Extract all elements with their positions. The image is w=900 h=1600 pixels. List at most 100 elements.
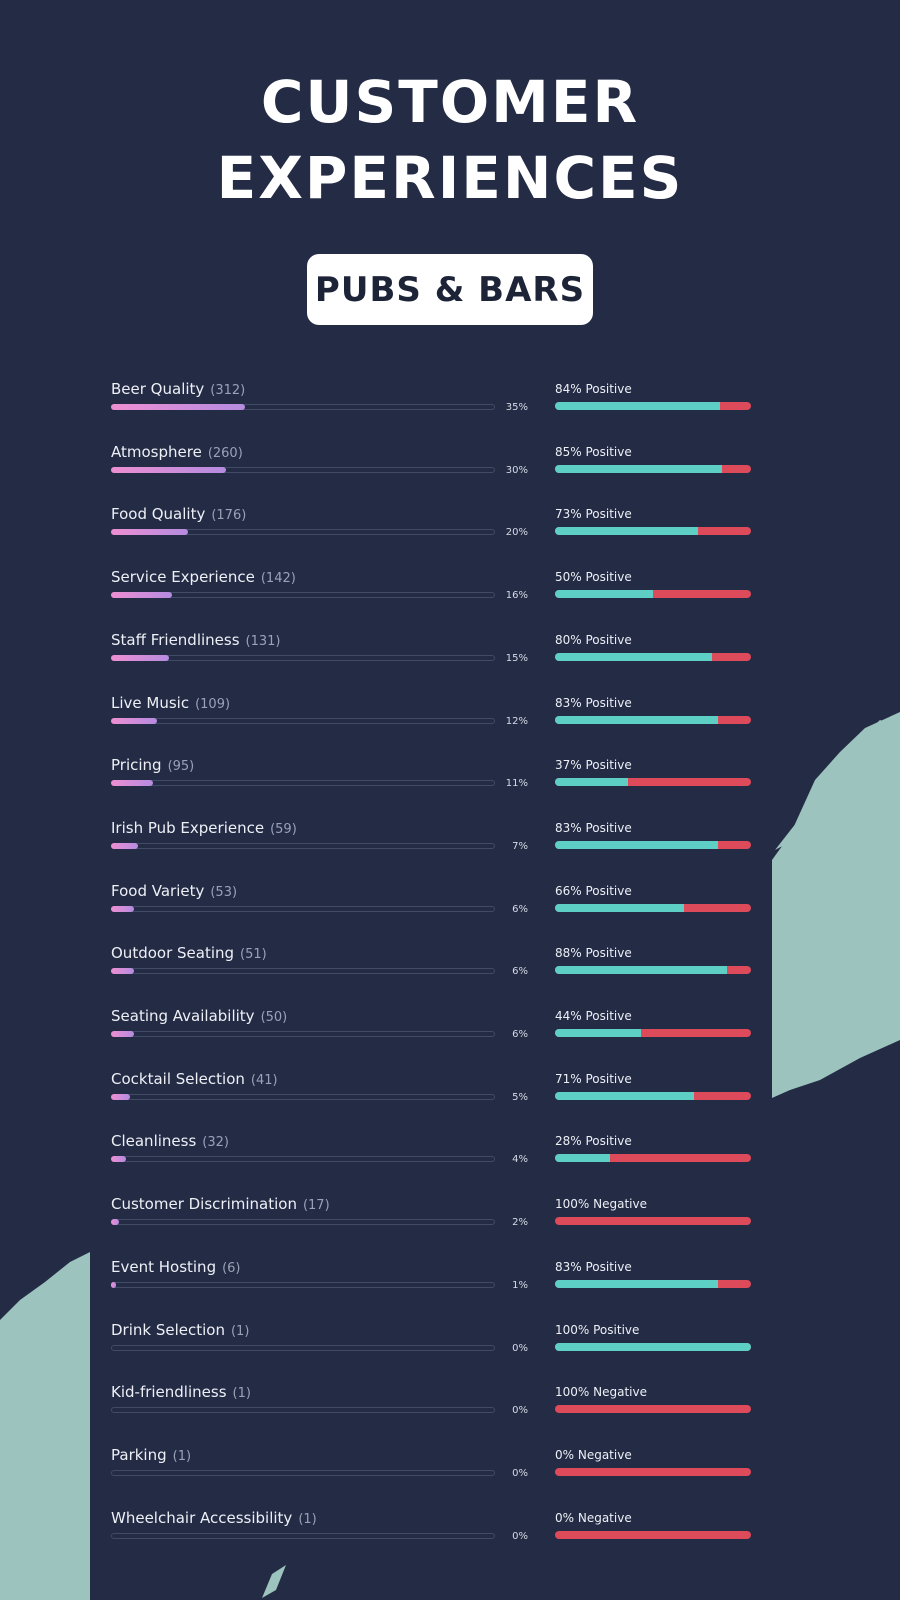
share-bar-fill xyxy=(111,529,188,536)
sentiment-label: 37% Positive xyxy=(555,758,632,773)
category-label: Staff Friendliness (131) xyxy=(111,631,281,649)
mention-count: (1) xyxy=(232,1386,251,1402)
share-bar-fill xyxy=(111,1093,131,1100)
category-name: Seating Availability xyxy=(111,1007,255,1025)
sentiment-label: 100% Negative xyxy=(555,1197,647,1212)
sentiment-bar xyxy=(555,1530,751,1539)
mention-count: (260) xyxy=(207,445,243,461)
share-percent-label: 0% xyxy=(512,1467,528,1479)
category-name: Cleanliness xyxy=(111,1132,197,1151)
category-label: Drink Selection (1) xyxy=(111,1321,249,1339)
category-label: Cleanliness (32) xyxy=(111,1132,229,1150)
sentiment-bar xyxy=(555,1342,751,1351)
share-percent-label: 5% xyxy=(512,1091,528,1103)
share-bar-track xyxy=(111,1156,495,1163)
mention-count: (131) xyxy=(245,633,281,649)
category-name: Beer Quality xyxy=(111,380,205,398)
mention-count: (142) xyxy=(260,571,296,587)
sentiment-label: 100% Negative xyxy=(555,1385,647,1400)
category-label: Live Music (109) xyxy=(111,694,230,712)
share-percent-label: 0% xyxy=(512,1530,528,1542)
category-label: Irish Pub Experience (59) xyxy=(111,819,297,837)
category-label: Atmosphere (260) xyxy=(111,443,243,461)
share-bar-track xyxy=(111,1469,495,1476)
mention-count: (312) xyxy=(210,383,246,398)
share-bar-track xyxy=(111,905,495,912)
category-name: Pricing xyxy=(111,756,162,775)
share-bar-fill xyxy=(111,1031,135,1037)
share-percent-label: 30% xyxy=(505,464,528,476)
category-label: Service Experience (142) xyxy=(111,568,296,586)
sentiment-label: 66% Positive xyxy=(555,883,632,898)
sentiment-positive-fill xyxy=(555,778,628,787)
sentiment-positive-fill xyxy=(555,402,720,410)
chart-row-cocktail-selection: Cocktail Selection (41) 5% 71% Positive xyxy=(0,1070,900,1130)
mention-count: (41) xyxy=(250,1072,278,1088)
share-percent-label: 6% xyxy=(512,966,528,978)
chart-row-seating-availability: Seating Availability (50) 6% 44% Positive xyxy=(0,1007,900,1067)
sentiment-bar xyxy=(555,1091,751,1100)
category-label: Pricing (95) xyxy=(111,756,194,774)
share-percent-label: 6% xyxy=(512,903,528,915)
chart-row-beer-quality: Beer Quality (312) 35% 84% Positive xyxy=(0,380,900,440)
category-label: Food Quality (176) xyxy=(111,505,246,523)
sentiment-label: 85% Positive xyxy=(555,444,632,459)
chart-row-service-experience: Service Experience (142) 16% 50% Positive xyxy=(0,568,900,628)
category-name: Drink Selection xyxy=(111,1320,225,1339)
chart-row-irish-pub-experience: Irish Pub Experience (59) 7% 83% Positive xyxy=(0,819,900,879)
share-percent-label: 0% xyxy=(512,1342,528,1354)
sentiment-label: 0% Negative xyxy=(555,1447,632,1462)
sentiment-positive-fill xyxy=(555,464,722,473)
category-name: Food Quality xyxy=(111,505,206,524)
category-badge: PUBS & BARS xyxy=(307,254,593,325)
share-percent-label: 12% xyxy=(505,715,528,727)
sentiment-label: 73% Positive xyxy=(555,507,632,522)
chart-row-event-hosting: Event Hosting (6) 1% 83% Positive xyxy=(0,1258,900,1318)
share-percent-label: 7% xyxy=(512,840,528,852)
chart-row-wheelchair-accessibility: Wheelchair Accessibility (1) 0% 0% Negative xyxy=(0,1509,900,1569)
sentiment-bar xyxy=(555,590,751,599)
sentiment-bar xyxy=(555,464,751,473)
category-name: Service Experience xyxy=(111,568,255,587)
category-name: Parking xyxy=(111,1445,167,1464)
mention-count: (109) xyxy=(195,696,231,712)
share-percent-label: 2% xyxy=(512,1217,528,1229)
share-bar-track xyxy=(111,1532,495,1539)
share-bar-track xyxy=(111,1407,495,1414)
page-title-line1: CUSTOMER xyxy=(260,68,640,136)
category-name: Irish Pub Experience xyxy=(111,818,265,837)
share-bar-fill xyxy=(111,1219,119,1226)
sentiment-label: 83% Positive xyxy=(555,820,632,835)
sentiment-bar xyxy=(555,652,751,661)
share-percent-label: 11% xyxy=(505,778,528,790)
sentiment-bar xyxy=(555,903,751,912)
share-percent-label: 0% xyxy=(512,1405,528,1417)
page-title-line2: EXPERIENCES xyxy=(216,144,684,212)
mention-count: (6) xyxy=(222,1260,241,1276)
sentiment-positive-fill xyxy=(555,652,712,661)
share-bar-track xyxy=(111,1031,495,1037)
sentiment-bar xyxy=(555,402,751,410)
chart-row-parking: Parking (1) 0% 0% Negative xyxy=(0,1446,900,1506)
sentiment-positive-fill xyxy=(555,527,699,536)
share-bar-fill xyxy=(111,654,169,661)
chart-row-kid-friendliness: Kid-friendliness (1) 0% 100% Negative xyxy=(0,1383,900,1443)
chart-row-drink-selection: Drink Selection (1) 0% 100% Positive xyxy=(0,1321,900,1381)
share-bar-track xyxy=(111,842,495,849)
category-label: Customer Discrimination (17) xyxy=(111,1195,330,1213)
category-name: Customer Discrimination xyxy=(111,1195,297,1214)
mention-count: (53) xyxy=(210,884,238,900)
mention-count: (50) xyxy=(260,1010,288,1025)
sentiment-label: 83% Positive xyxy=(555,1259,632,1274)
category-label: Outdoor Seating (51) xyxy=(111,944,267,962)
sentiment-positive-fill xyxy=(555,1029,642,1037)
sentiment-positive-fill xyxy=(555,966,728,975)
mention-count: (1) xyxy=(230,1323,250,1339)
category-name: Food Variety xyxy=(111,881,205,900)
mention-count: (176) xyxy=(211,508,247,524)
share-bar-track xyxy=(111,968,495,975)
sentiment-label: 100% Positive xyxy=(555,1322,640,1337)
share-bar-track xyxy=(111,780,495,787)
mention-count: (17) xyxy=(302,1198,330,1214)
share-percent-label: 35% xyxy=(505,402,528,413)
